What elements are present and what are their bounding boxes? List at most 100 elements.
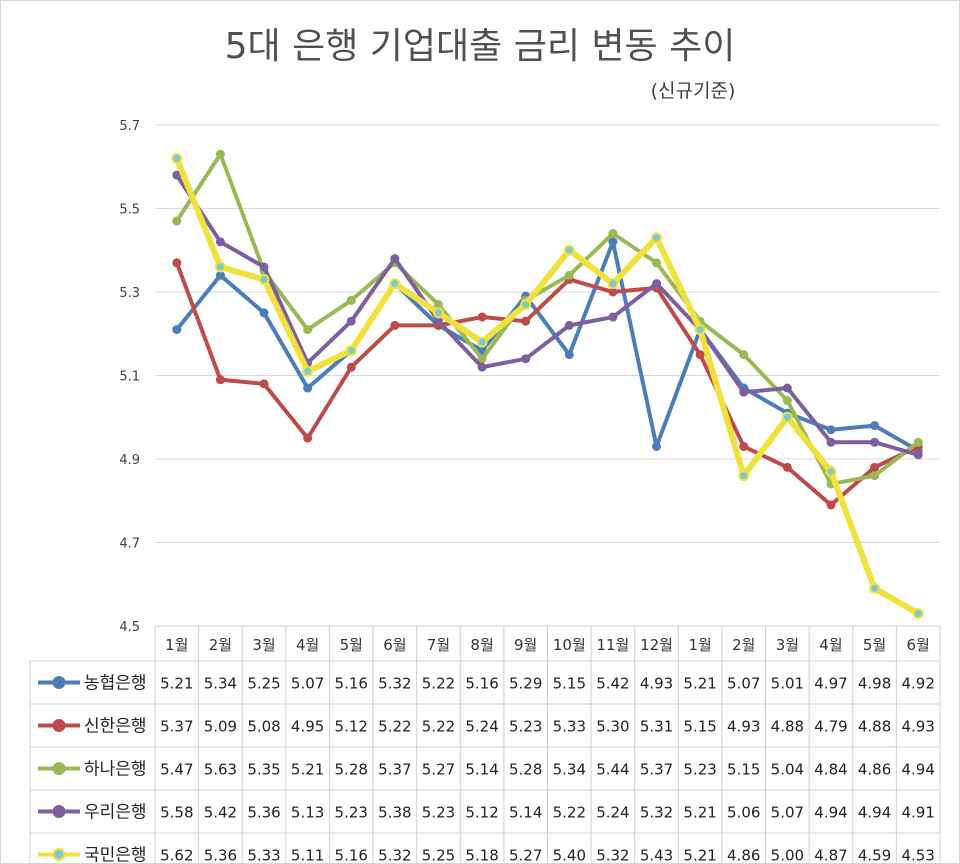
x-tick-label: 4월 — [819, 636, 842, 654]
data-label: 4.86 — [858, 761, 891, 779]
data-point — [476, 336, 488, 348]
data-label: 5.13 — [291, 804, 324, 822]
data-point — [652, 258, 662, 268]
data-point — [652, 441, 662, 451]
data-point — [739, 387, 749, 397]
data-label: 5.27 — [509, 847, 542, 864]
data-label: 4.84 — [814, 761, 847, 779]
data-point — [870, 462, 880, 472]
x-tick-label: 11월 — [596, 636, 629, 654]
data-point — [695, 350, 705, 360]
data-point — [564, 350, 574, 360]
gridlines — [155, 124, 940, 543]
data-label: 5.37 — [640, 761, 673, 779]
data-point — [259, 379, 269, 389]
data-point — [303, 383, 313, 393]
data-label: 5.40 — [553, 847, 586, 864]
data-point — [477, 362, 487, 372]
data-point — [870, 471, 880, 481]
chart-title: 5대 은행 기업대출 금리 변동 추이 — [225, 26, 736, 67]
x-tick-label: 2월 — [732, 636, 755, 654]
data-point — [826, 437, 836, 447]
data-label: 5.16 — [465, 675, 498, 693]
data-label: 5.37 — [378, 761, 411, 779]
data-point — [172, 325, 182, 335]
x-tick-label: 6월 — [383, 636, 406, 654]
x-tick-label: 9월 — [514, 636, 537, 654]
data-label: 5.36 — [247, 804, 280, 822]
data-point — [432, 307, 444, 319]
data-point — [652, 279, 662, 289]
data-label: 5.07 — [291, 675, 324, 693]
data-point — [869, 582, 881, 594]
data-label: 5.35 — [247, 761, 280, 779]
data-point — [346, 295, 356, 305]
data-label: 5.01 — [771, 675, 804, 693]
data-label: 5.42 — [204, 804, 237, 822]
data-point — [563, 244, 575, 256]
y-tick-label: 4.9 — [119, 453, 140, 468]
data-label: 4.86 — [727, 847, 760, 864]
data-label: 5.32 — [378, 675, 411, 693]
y-tick-label: 5.3 — [119, 286, 140, 301]
legend-label: 신한은행 — [84, 717, 147, 737]
data-label: 5.43 — [640, 847, 673, 864]
legend-label: 하나은행 — [84, 760, 147, 780]
y-tick-label: 5.1 — [119, 370, 140, 385]
data-label: 4.98 — [858, 675, 891, 693]
legend-label: 우리은행 — [84, 803, 147, 823]
data-label: 5.34 — [553, 761, 586, 779]
data-point — [782, 462, 792, 472]
data-label: 5.24 — [596, 804, 629, 822]
legend-label: 국민은행 — [84, 846, 147, 864]
data-label: 5.00 — [771, 847, 804, 864]
data-label: 5.07 — [727, 675, 760, 693]
data-point — [608, 287, 618, 297]
data-label: 4.97 — [814, 675, 847, 693]
data-label: 5.22 — [553, 804, 586, 822]
x-tick-label: 5월 — [340, 636, 363, 654]
data-label: 5.44 — [596, 761, 629, 779]
data-label: 5.32 — [596, 847, 629, 864]
data-label: 5.23 — [335, 804, 368, 822]
y-tick-label: 5.5 — [119, 203, 140, 218]
data-label: 5.42 — [596, 675, 629, 693]
data-label: 5.28 — [509, 761, 542, 779]
data-point — [477, 312, 487, 322]
data-point — [738, 470, 750, 482]
data-label: 5.27 — [422, 761, 455, 779]
legend-swatch-marker — [52, 762, 66, 775]
data-label: 5.28 — [335, 761, 368, 779]
data-label: 4.94 — [901, 761, 934, 779]
data-label: 5.04 — [771, 761, 804, 779]
data-label: 5.06 — [727, 804, 760, 822]
x-tick-label: 6월 — [907, 636, 930, 654]
data-point — [870, 437, 880, 447]
data-point — [172, 258, 182, 268]
data-label: 5.23 — [422, 804, 455, 822]
data-label: 5.22 — [378, 718, 411, 736]
data-point — [345, 344, 357, 356]
data-label: 5.24 — [465, 718, 498, 736]
data-label: 5.21 — [291, 761, 324, 779]
data-label: 5.29 — [509, 675, 542, 693]
data-point — [259, 262, 269, 272]
y-tick-label: 4.5 — [119, 620, 140, 635]
x-tick-label: 1월 — [165, 636, 188, 654]
data-point — [608, 312, 618, 322]
data-label: 4.59 — [858, 847, 891, 864]
data-point — [346, 362, 356, 372]
data-point — [739, 441, 749, 451]
data-label: 4.93 — [727, 718, 760, 736]
data-point — [521, 354, 531, 364]
data-label: 5.22 — [422, 675, 455, 693]
data-point — [433, 300, 443, 310]
x-tick-label: 12월 — [640, 636, 673, 654]
data-label: 4.93 — [640, 675, 673, 693]
data-label: 5.63 — [204, 761, 237, 779]
data-label: 5.08 — [247, 718, 280, 736]
series-line — [174, 152, 921, 487]
data-label: 5.23 — [683, 761, 716, 779]
data-point — [782, 396, 792, 406]
